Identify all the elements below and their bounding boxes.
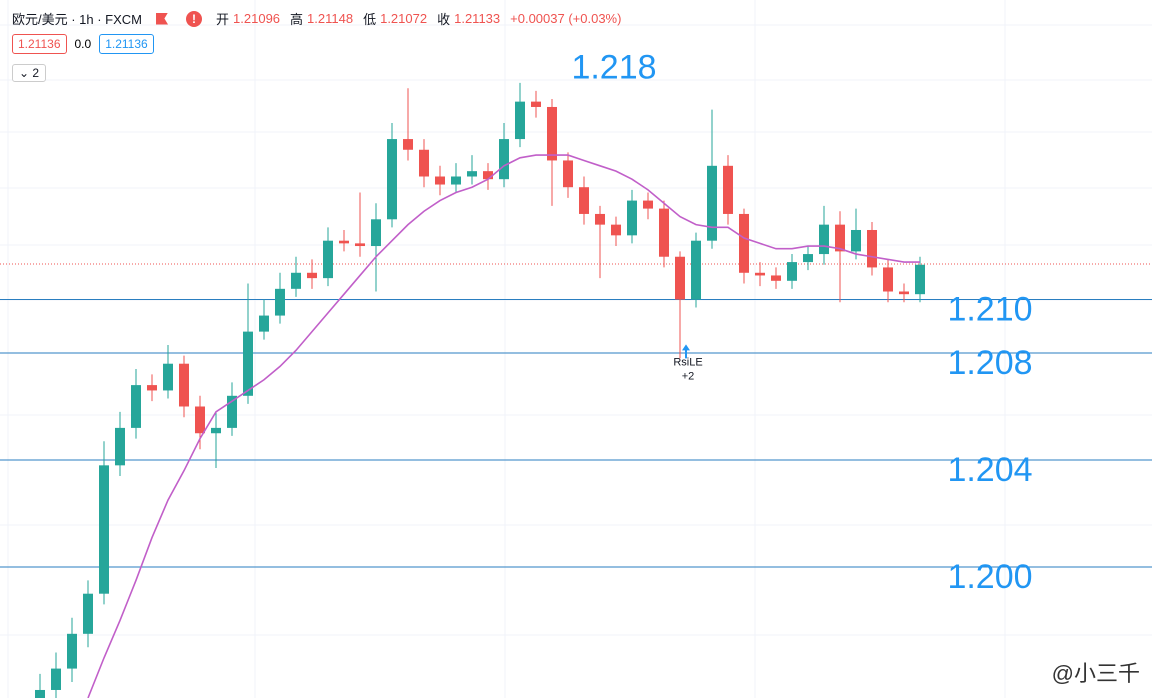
candle-body [659,208,669,257]
candle-body [163,363,173,391]
watermark: @小三千 [1051,661,1140,686]
candle-body [195,406,205,434]
candle-body [483,171,493,180]
candle-body [291,272,301,289]
candle-body [371,219,381,247]
candle-body [595,213,605,225]
candle-body [771,275,781,281]
candle-body [723,165,733,214]
symbol[interactable]: 欧元/美元 · 1h · FXCM [12,12,143,27]
change-value: +0.00037 (+0.03%) [510,11,622,26]
flag-icon[interactable] [156,12,169,25]
candle-body [339,240,349,244]
candle-body [435,176,445,185]
candle-body [307,272,317,279]
open-value: 1.21096 [233,11,281,26]
candle-body [451,176,461,185]
candle-body [787,262,797,281]
candle-body [355,243,365,247]
candle-body [179,363,189,407]
level-label: 1.210 [947,291,1032,329]
candle-body [835,224,845,252]
spread: 0.0 [74,37,92,51]
candle-body [883,267,893,292]
candle-body [819,224,829,255]
signal-count: +2 [682,370,695,382]
candle-body [851,229,861,252]
candle-body [563,160,573,188]
candle-body [739,213,749,273]
candle-body [515,101,525,140]
moving-average [87,154,920,698]
candle-body [755,272,765,276]
candle-body [467,171,477,177]
signal-label: RsiLE [673,356,702,368]
ask-button[interactable]: 1.21136 [99,34,154,54]
level-label: 1.204 [947,451,1032,489]
candle-body [147,385,157,391]
collapse-button[interactable]: ⌄ 2 [12,64,47,82]
candle-body [691,240,701,300]
candle-body [499,139,509,180]
candle-body [323,240,333,279]
candle-body [403,139,413,150]
alert-icon[interactable]: ! [186,10,203,27]
close-label: 收 [437,12,451,27]
candle-body [675,256,685,300]
candle-body [99,465,109,594]
candle-body [803,254,813,263]
candle-body [243,331,253,396]
candle-body [707,165,717,241]
high-value: 1.21148 [307,11,354,26]
candle-body [51,668,61,690]
candle-body [211,427,221,434]
peak-label: 1.218 [571,49,656,87]
candle-body [259,315,269,332]
candle-body [867,229,877,268]
candle-body [115,427,125,466]
quote-row: 1.21136 0.0 1.21136 [12,34,154,54]
candle-body [915,264,925,295]
candle-body [899,291,909,295]
candle-body [579,187,589,214]
low-value: 1.21072 [380,11,428,26]
candle-body [387,139,397,220]
collapsed-count: 2 [32,66,40,80]
low-label: 低 [363,12,377,27]
candle-body [227,395,237,428]
candle-body [67,633,77,669]
candle-body [35,689,45,698]
close-value: 1.21133 [454,11,501,26]
open-label: 开 [216,12,230,27]
bid-button[interactable]: 1.21136 [12,34,67,54]
candle-body [131,385,141,428]
high-label: 高 [290,12,304,27]
candle-body [643,200,653,209]
candle-body [419,149,429,177]
signal-arrow [682,344,690,359]
level-label: 1.208 [947,344,1032,382]
candle-body [627,200,637,236]
candle-body [83,593,93,634]
level-label: 1.200 [947,558,1032,596]
candle-body [275,288,285,316]
candle-body [547,106,557,161]
candle-body [611,224,621,236]
candle-body [531,101,541,107]
